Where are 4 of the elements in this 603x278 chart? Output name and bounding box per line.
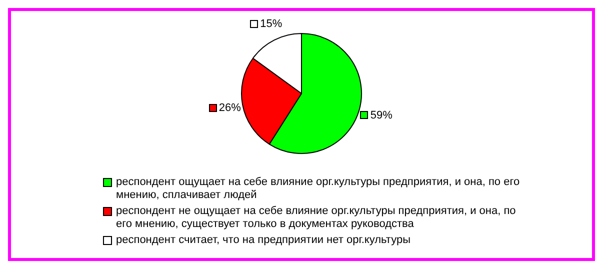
data-label: 26% — [218, 102, 242, 114]
data-label: 15% — [260, 18, 282, 30]
data-label: 59% — [370, 109, 393, 122]
legend-label: респондент считает, что на предприятии нет орг.культуры — [116, 234, 410, 247]
